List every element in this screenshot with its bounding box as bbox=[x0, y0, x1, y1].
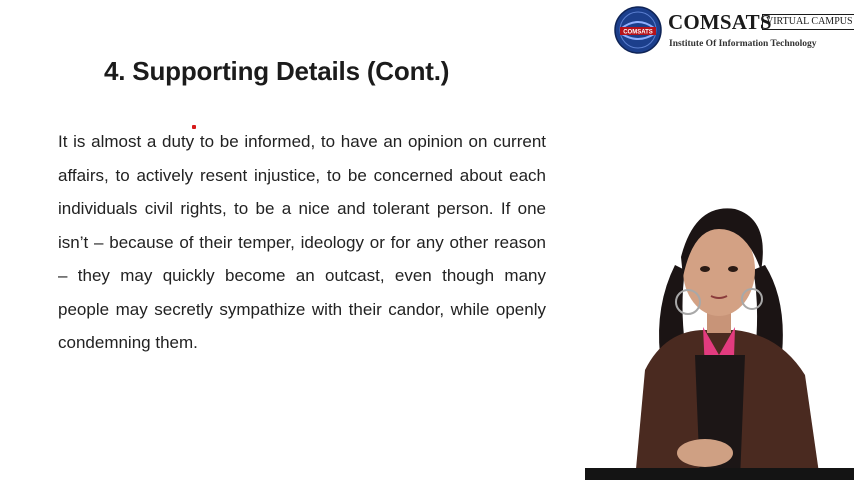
seal-label: COMSATS bbox=[623, 29, 653, 35]
slide-paragraph: It is almost a duty to be informed, to h… bbox=[58, 132, 546, 352]
comsats-logo: COMSATS COMSATS VIRTUAL CAMPUS Institute… bbox=[614, 4, 854, 56]
institute-tagline: Institute Of Information Technology bbox=[669, 39, 817, 49]
virtual-campus-badge: VIRTUAL CAMPUS bbox=[762, 14, 854, 30]
presenter-figure bbox=[585, 208, 854, 480]
laser-pointer-dot bbox=[192, 125, 196, 129]
comsats-seal-icon: COMSATS bbox=[614, 6, 662, 54]
slide-title: 4. Supporting Details (Cont.) bbox=[104, 56, 450, 86]
brand-name: COMSATS bbox=[668, 10, 772, 34]
